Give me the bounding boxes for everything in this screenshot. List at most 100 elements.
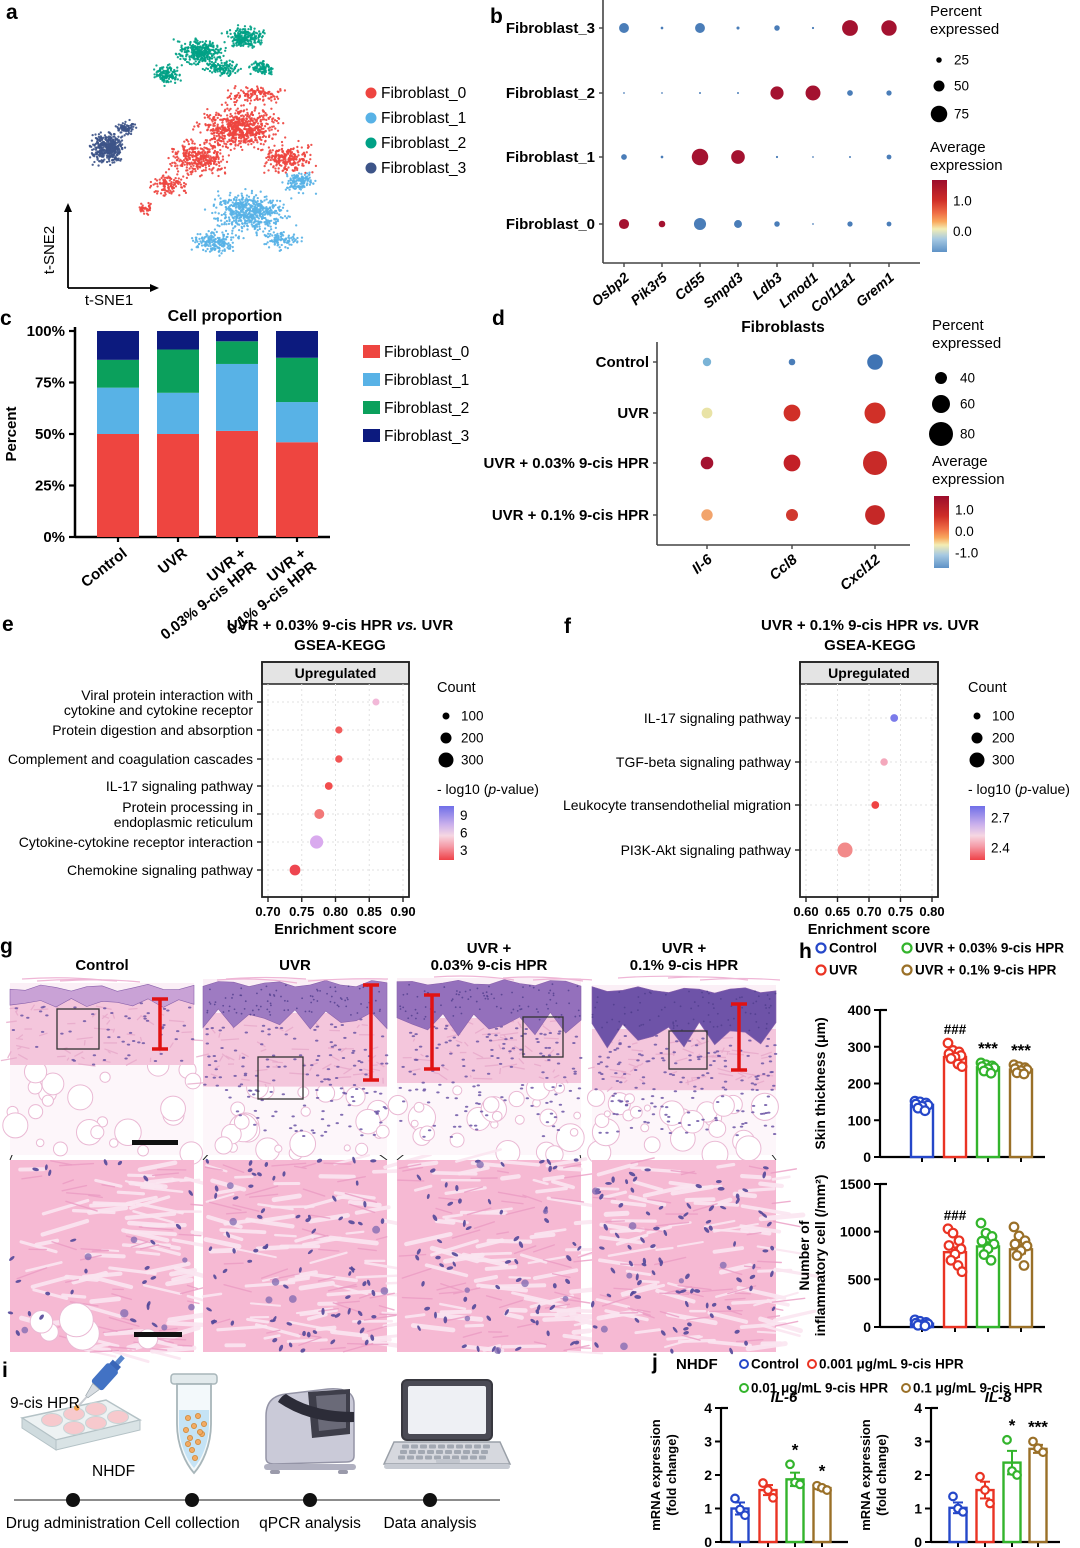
panel-f-title: UVR + 0.1% 9-cis HPR vs. UVR GSEA-KEGG (660, 616, 1080, 657)
svg-text:UVR: UVR (617, 405, 649, 422)
svg-text:Upregulated: Upregulated (295, 665, 377, 681)
svg-text:Fibroblast_1: Fibroblast_1 (381, 110, 466, 127)
svg-text:40: 40 (960, 371, 975, 386)
svg-text:0.75: 0.75 (289, 904, 314, 919)
marker-gene-dotplot: Fibroblast_3 Fibroblast_2 Fibroblast_1 Fibr… (506, 0, 1003, 315)
svg-text:200: 200 (461, 731, 484, 746)
svg-text:Fibroblasts: Fibroblasts (741, 319, 825, 336)
proportion-legend: Fibroblast_0 Fibroblast_1 Fibroblast_2 Fibr… (363, 344, 470, 445)
svg-text:0.85: 0.85 (357, 904, 382, 919)
panel-h-label: h (799, 940, 812, 963)
histology-high-mag (7, 1159, 231, 1364)
panel-f-title-vs: vs. (922, 617, 944, 634)
histology-high-mag (397, 1148, 625, 1355)
svg-text:Control: Control (596, 354, 649, 371)
svg-text:0.90: 0.90 (390, 904, 415, 919)
panel-g-label: g (0, 935, 13, 958)
panel-e-title-vs: vs. (396, 617, 418, 634)
histology-high-mag (202, 1152, 433, 1353)
svg-text:0.0: 0.0 (955, 524, 974, 539)
svg-text:Fibroblast_3: Fibroblast_3 (384, 428, 469, 445)
gsea-plot-f: Upregulated IL-17 signaling pathway TGF-be… (563, 661, 1070, 938)
svg-text:300: 300 (461, 753, 484, 768)
svg-text:Enrichment score: Enrichment score (274, 922, 397, 938)
svg-text:Count: Count (437, 680, 476, 696)
svg-text:Il-6: Il-6 (689, 551, 716, 577)
svg-text:PI3K-Akt signaling pathway: PI3K-Akt signaling pathway (621, 842, 791, 858)
histology-low-mag (0, 975, 204, 1165)
svg-text:Viral protein interaction with: Viral protein interaction with cytokine a… (64, 687, 253, 718)
svg-text:0.75: 0.75 (888, 904, 913, 919)
svg-text:Fibroblast_0: Fibroblast_0 (384, 344, 470, 361)
svg-text:75%: 75% (35, 375, 65, 392)
svg-text:100: 100 (992, 709, 1015, 724)
svg-text:Cell proportion: Cell proportion (168, 308, 283, 325)
svg-text:200: 200 (992, 731, 1015, 746)
svg-text:Fibroblast_3: Fibroblast_3 (506, 20, 595, 37)
svg-text:Fibroblast_2: Fibroblast_2 (381, 135, 466, 152)
svg-text:Control: Control (78, 545, 130, 591)
panel-e-title-post: UVR (421, 617, 454, 634)
svg-text:Chemokine signaling pathway: Chemokine signaling pathway (67, 862, 253, 878)
svg-text:t-SNE2: t-SNE2 (41, 226, 58, 274)
svg-text:IL-17 signaling pathway: IL-17 signaling pathway (644, 710, 791, 726)
panel-f-title-pre: UVR + 0.1% 9-cis HPR (760, 617, 919, 634)
laptop-icon (382, 1379, 512, 1469)
svg-text:0%: 0% (43, 529, 65, 546)
svg-text:25%: 25% (35, 478, 65, 495)
panel-d-label: d (492, 307, 505, 330)
svg-text:t-SNE1: t-SNE1 (85, 292, 133, 309)
histology-low-mag (387, 975, 614, 1165)
svg-text:- log10 (p-value): - log10 (p-value) (437, 781, 539, 797)
svg-text:Leukocyte transendothelial mig: Leukocyte transendothelial migration (563, 797, 791, 813)
svg-text:300: 300 (992, 753, 1015, 768)
histology-images (0, 975, 823, 1364)
svg-text:Fibroblast_1: Fibroblast_1 (384, 372, 469, 389)
panel-e-label: e (2, 613, 14, 636)
svg-text:Upregulated: Upregulated (828, 665, 910, 681)
tsne-legend: Fibroblast_0 Fibroblast_1 Fibroblast_2 Fibr… (365, 85, 467, 177)
svg-text:75: 75 (954, 107, 969, 122)
panel-e-title-pre: UVR + 0.03% 9-cis HPR (226, 617, 393, 634)
panel-f-label: f (564, 615, 571, 638)
svg-text:6: 6 (460, 826, 468, 841)
panel-a-label: a (6, 1, 18, 24)
svg-text:Fibroblast_0: Fibroblast_0 (381, 85, 467, 102)
svg-text:0.0: 0.0 (953, 224, 972, 239)
svg-text:25: 25 (954, 53, 969, 68)
panel-f-subtitle: GSEA-KEGG (824, 637, 916, 655)
cytokine-dotplot: Fibroblasts Control UVR UVR + 0.03% 9-cis H… (484, 317, 1005, 594)
tube-icon (170, 1373, 218, 1475)
svg-text:80: 80 (960, 427, 975, 442)
svg-text:0.70: 0.70 (856, 904, 881, 919)
svg-text:1.0: 1.0 (953, 194, 972, 209)
tsne-plot: t-SNE1t-SNE2Fibroblast_0Fibroblast_1Fibr… (41, 24, 467, 309)
panel-i-label: i (2, 1359, 8, 1382)
svg-text:Protein digestion and absorpti: Protein digestion and absorption (52, 722, 253, 738)
svg-text:0.80: 0.80 (919, 904, 944, 919)
histology-low-mag (187, 975, 390, 1163)
panel-j-label: j (652, 1351, 658, 1374)
svg-text:Cytokine-cytokine receptor int: Cytokine-cytokine receptor interaction (19, 834, 253, 850)
svg-text:50: 50 (954, 79, 969, 94)
svg-text:IL-17 signaling pathway: IL-17 signaling pathway (106, 778, 253, 794)
histology-header-control: Control (75, 956, 129, 974)
svg-text:0.65: 0.65 (825, 904, 850, 919)
svg-text:TGF-beta signaling pathway: TGF-beta signaling pathway (616, 754, 791, 770)
svg-text:9: 9 (460, 808, 468, 823)
svg-text:100%: 100% (27, 323, 65, 340)
histology-header-uvr: UVR (279, 956, 311, 974)
gsea-plot-e: Upregulated Viral protein interaction wit… (8, 661, 539, 938)
svg-text:Fibroblast_3: Fibroblast_3 (381, 160, 466, 177)
svg-text:2.7: 2.7 (991, 810, 1010, 825)
svg-text:2.4: 2.4 (991, 841, 1010, 856)
qpcr-machine-icon (264, 1388, 356, 1474)
svg-text:UVR + 0.1% 9-cis HPR: UVR + 0.1% 9-cis HPR (492, 507, 649, 524)
svg-text:Count: Count (968, 680, 1007, 696)
histology-high-mag (590, 1157, 823, 1355)
